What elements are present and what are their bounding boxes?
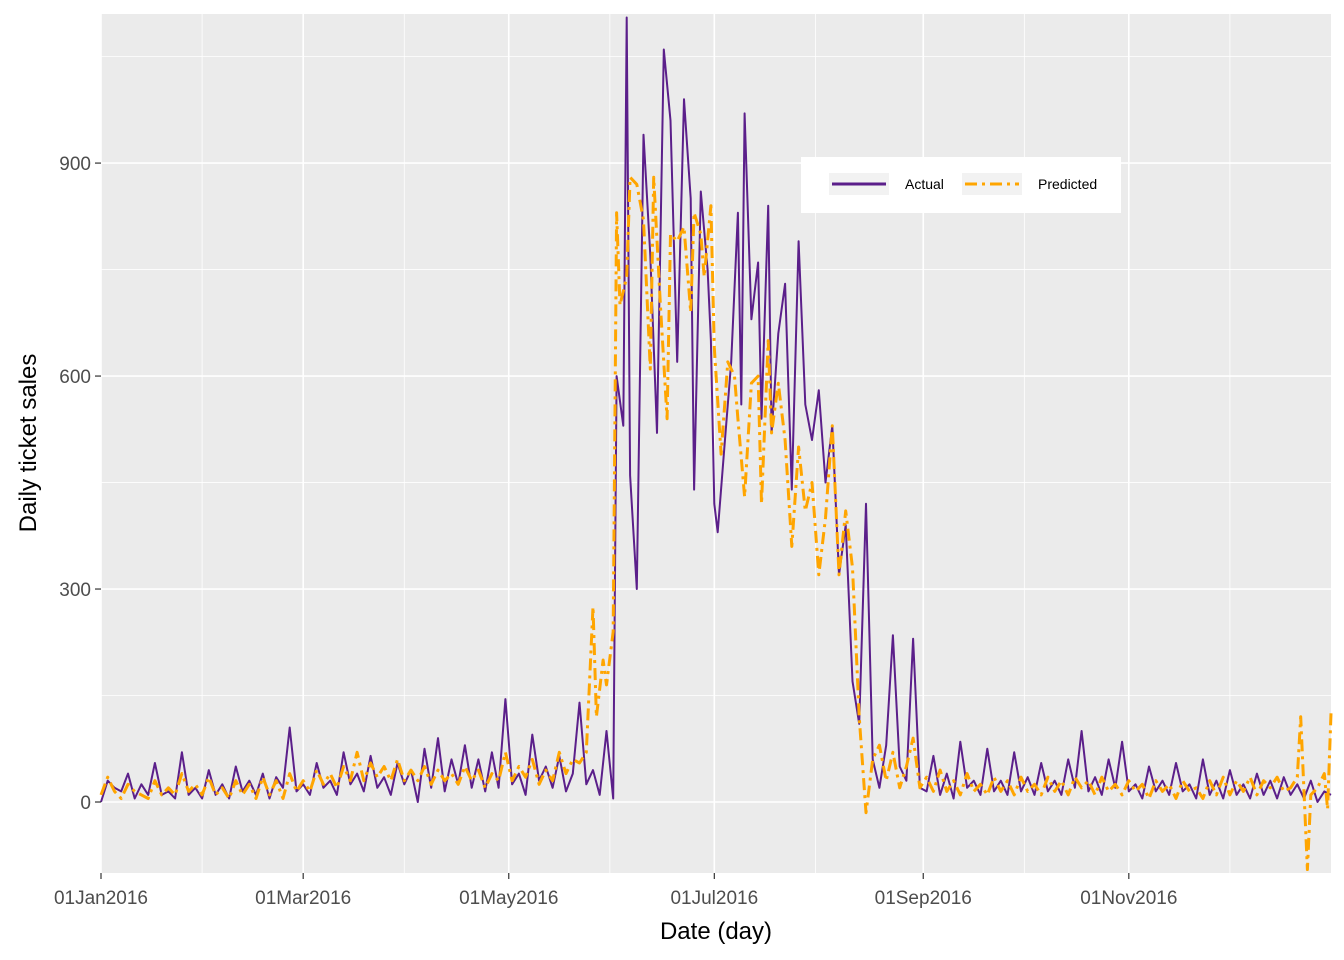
plot-panel <box>101 14 1331 873</box>
y-axis-title: Daily ticket sales <box>15 354 42 533</box>
x-tick-label: 01Jan2016 <box>54 888 148 909</box>
axes: 0 300 600 900 01Jan2016 01Mar2016 01May2016 01J… <box>54 154 1177 909</box>
x-tick-label: 01Jul2016 <box>670 888 758 909</box>
y-tick-label: 600 <box>59 367 91 388</box>
x-tick-label: 01Nov2016 <box>1080 888 1177 909</box>
legend-label-actual: Actual <box>905 176 944 192</box>
legend-label-predicted: Predicted <box>1038 176 1097 192</box>
y-tick-label: 0 <box>80 793 91 814</box>
x-tick-label: 01Sep2016 <box>875 888 972 909</box>
y-tick-label: 900 <box>59 154 91 175</box>
x-tick-label: 01Mar2016 <box>255 888 351 909</box>
series-layer <box>99 16 1333 871</box>
y-tick-label: 300 <box>59 580 91 601</box>
x-axis-title: Date (day) <box>660 918 772 945</box>
x-tick-label: 01May2016 <box>459 888 558 909</box>
legend: Actual Predicted <box>801 157 1121 213</box>
series-line-predicted <box>99 175 1333 871</box>
